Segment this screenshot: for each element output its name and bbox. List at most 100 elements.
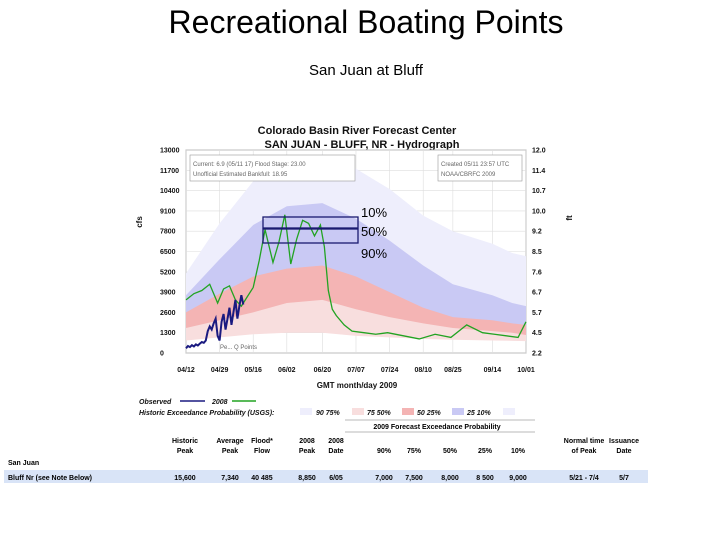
y-tick-label-right: 10.0	[532, 208, 546, 215]
y-tick-label: 5200	[160, 269, 176, 276]
table-row: 15,600 7,340 40 485 8,850 6/05 7,000 7,500 8,00…	[174, 475, 629, 482]
table-header-line2: Peak	[222, 448, 238, 455]
table-header: Historic Peak Average Peak Flood* Flow 2008 Pea…	[172, 438, 639, 455]
legend-item-4: 25 10%	[466, 410, 492, 417]
info-right-line1: Created 05/11 23:57 UTC	[441, 162, 510, 168]
legend-swatch-3	[402, 408, 414, 415]
x-tick-label: 06/02	[278, 367, 296, 374]
y-tick-label: 7800	[160, 229, 176, 236]
legend-item-1: 90 75%	[316, 410, 341, 417]
xtick-layer: 04/12 04/29 05/16 06/02 06/20 07/07 07/24 08/10…	[177, 367, 535, 374]
table-header-line1: Average	[216, 438, 243, 445]
table-header-line1: Flood*	[251, 438, 273, 445]
pct-label-90: 90%	[361, 246, 387, 261]
table-header-line1: 2008	[328, 438, 344, 445]
table-cell: 40 485	[251, 475, 273, 482]
table-header-line2: 25%	[478, 448, 493, 455]
y-tick-label: 1300	[160, 330, 176, 337]
legend-swatch-1	[300, 408, 312, 415]
y-tick-label: 3900	[160, 290, 176, 297]
pct-label-50: 50%	[361, 224, 387, 239]
y-tick-label-right: 10.7	[532, 188, 546, 195]
table-cell: 8 500	[476, 475, 494, 482]
y-tick-label-right: 4.5	[532, 330, 542, 337]
y-tick-label-right: 7.6	[532, 269, 542, 276]
y-tick-label-right: 6.7	[532, 290, 542, 297]
table-header-line1: Issuance	[609, 438, 639, 445]
x-tick-label: 08/25	[444, 367, 462, 374]
x-tick-label: 07/24	[381, 367, 399, 374]
band-layer	[186, 154, 526, 342]
legend-item-2: 75 50%	[367, 410, 392, 417]
table-cell: 7,000	[375, 475, 393, 482]
x-tick-label: 07/07	[347, 367, 365, 374]
table-cell: 9,000	[509, 475, 527, 482]
table-header-line2: of Peak	[572, 448, 597, 455]
table-header-line2: Date	[328, 448, 343, 455]
info-left-line2: Unofficial Estimated Bankfull: 18.95	[193, 172, 288, 178]
x-tick-label: 05/16	[244, 367, 262, 374]
y-tick-label-right: 5.7	[532, 310, 542, 317]
legend-year-label: 2008	[211, 399, 228, 406]
table-header-line2: Flow	[254, 448, 270, 455]
points-credit: Pe... Q Points	[220, 345, 257, 351]
band-75-50%	[186, 299, 526, 342]
table-cell: 8,850	[298, 475, 316, 482]
series-layer	[185, 214, 527, 349]
table-header-line2: 10%	[511, 448, 526, 455]
pct-label-10: 10%	[361, 205, 387, 220]
info-box-right	[437, 154, 523, 182]
legend-swatch-4	[452, 408, 464, 415]
table-header-line2: 50%	[443, 448, 458, 455]
x-tick-label: 04/12	[177, 367, 195, 374]
series-line-2008	[185, 214, 527, 340]
table-row-label: Bluff Nr (see Note Below)	[8, 475, 92, 482]
table-header-line2: 90%	[377, 448, 392, 455]
table-cell: 6/05	[329, 475, 343, 482]
table-cell: 5/7	[619, 475, 629, 482]
series-line-observed	[185, 295, 245, 349]
highlight-box-lower	[262, 228, 359, 244]
y-tick-label-right: 12.0	[532, 148, 546, 155]
legend-hist-label: Historic Exceedance Probability (USGS):	[139, 410, 274, 417]
table-row-bg	[4, 470, 648, 483]
x-tick-label: 06/20	[314, 367, 332, 374]
table-cell: 8,000	[441, 475, 459, 482]
x-tick-label: 08/10	[414, 367, 432, 374]
table-header-line2: Peak	[177, 448, 193, 455]
y-axis-label-right: ft	[565, 215, 574, 221]
table-cell: 15,600	[174, 475, 196, 482]
info-right-line2: NOAA/CBRFC 2009	[441, 172, 496, 178]
y-tick-label-right: 9.2	[532, 229, 542, 236]
chart-title: SAN JUAN - BLUFF, NR - Hydrograph	[265, 139, 460, 151]
x-tick-label: 10/01	[517, 367, 535, 374]
legend-item-3: 50 25%	[417, 410, 442, 417]
y-axis-label: cfs	[135, 216, 144, 228]
table-cell: 7,340	[221, 475, 239, 482]
agency-title: Colorado Basin River Forecast Center	[258, 125, 457, 137]
x-tick-label: 09/14	[484, 367, 502, 374]
legend-swatch-5	[503, 408, 515, 415]
y-tick-label: 13000	[160, 148, 180, 155]
y-tick-label: 9100	[160, 208, 176, 215]
y-tick-label-right: 2.2	[532, 351, 542, 358]
table-header-line2: Peak	[299, 448, 315, 455]
legend: Observed 2008 Historic Exceedance Probab…	[139, 399, 515, 417]
table-cell: 5/21 - 7/4	[569, 475, 599, 482]
table-group-label: San Juan	[8, 460, 39, 467]
slide-subtitle: San Juan at Bluff	[309, 62, 423, 79]
table-header-line2: Date	[616, 448, 631, 455]
table-cell: 7,500	[405, 475, 423, 482]
table-header-line2: 75%	[407, 448, 422, 455]
slide-title: Recreational Boating Points	[168, 4, 564, 40]
y-tick-label: 11700	[160, 168, 179, 175]
x-tick-label: 04/29	[211, 367, 229, 374]
table-header-line1: 2008	[299, 438, 315, 445]
highlight-box-upper	[262, 216, 359, 229]
y-tick-label: 6500	[160, 249, 176, 256]
y-tick-label: 0	[160, 351, 164, 358]
legend-swatch-2	[352, 408, 364, 415]
table-header-line1: Historic	[172, 438, 198, 445]
